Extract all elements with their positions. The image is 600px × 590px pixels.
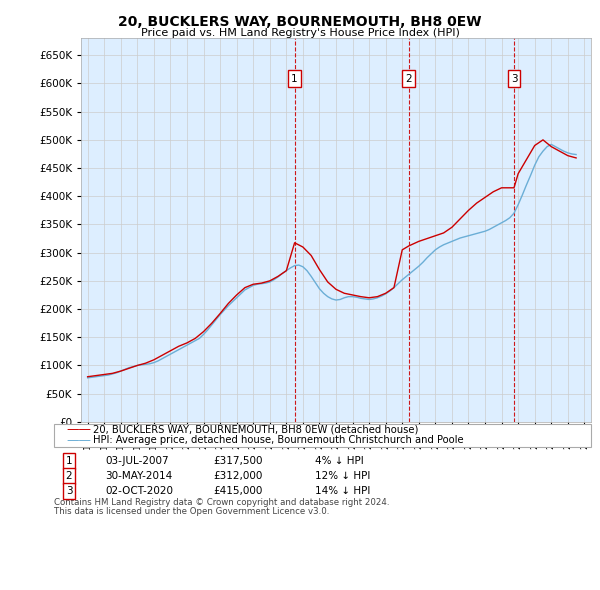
Text: Contains HM Land Registry data © Crown copyright and database right 2024.: Contains HM Land Registry data © Crown c… [54,498,389,507]
Text: 02-OCT-2020: 02-OCT-2020 [105,486,173,496]
Text: HPI: Average price, detached house, Bournemouth Christchurch and Poole: HPI: Average price, detached house, Bour… [93,435,464,445]
Text: £415,000: £415,000 [213,486,262,496]
Text: 14% ↓ HPI: 14% ↓ HPI [315,486,370,496]
Text: 20, BUCKLERS WAY, BOURNEMOUTH, BH8 0EW: 20, BUCKLERS WAY, BOURNEMOUTH, BH8 0EW [118,15,482,29]
Text: Price paid vs. HM Land Registry's House Price Index (HPI): Price paid vs. HM Land Registry's House … [140,28,460,38]
Text: 2: 2 [406,74,412,84]
Text: £312,000: £312,000 [213,471,262,481]
Text: 12% ↓ HPI: 12% ↓ HPI [315,471,370,481]
Text: 30-MAY-2014: 30-MAY-2014 [105,471,172,481]
Text: 2: 2 [65,471,73,481]
Text: 03-JUL-2007: 03-JUL-2007 [105,457,169,466]
Text: £317,500: £317,500 [213,457,263,466]
Text: 20, BUCKLERS WAY, BOURNEMOUTH, BH8 0EW (detached house): 20, BUCKLERS WAY, BOURNEMOUTH, BH8 0EW (… [93,425,418,435]
Text: 4% ↓ HPI: 4% ↓ HPI [315,457,364,466]
Text: This data is licensed under the Open Government Licence v3.0.: This data is licensed under the Open Gov… [54,507,329,516]
Text: 3: 3 [511,74,517,84]
Text: ——: —— [66,434,91,447]
Text: ——: —— [66,423,91,437]
Text: 3: 3 [65,486,73,496]
Text: 1: 1 [291,74,298,84]
Text: 1: 1 [65,457,73,466]
